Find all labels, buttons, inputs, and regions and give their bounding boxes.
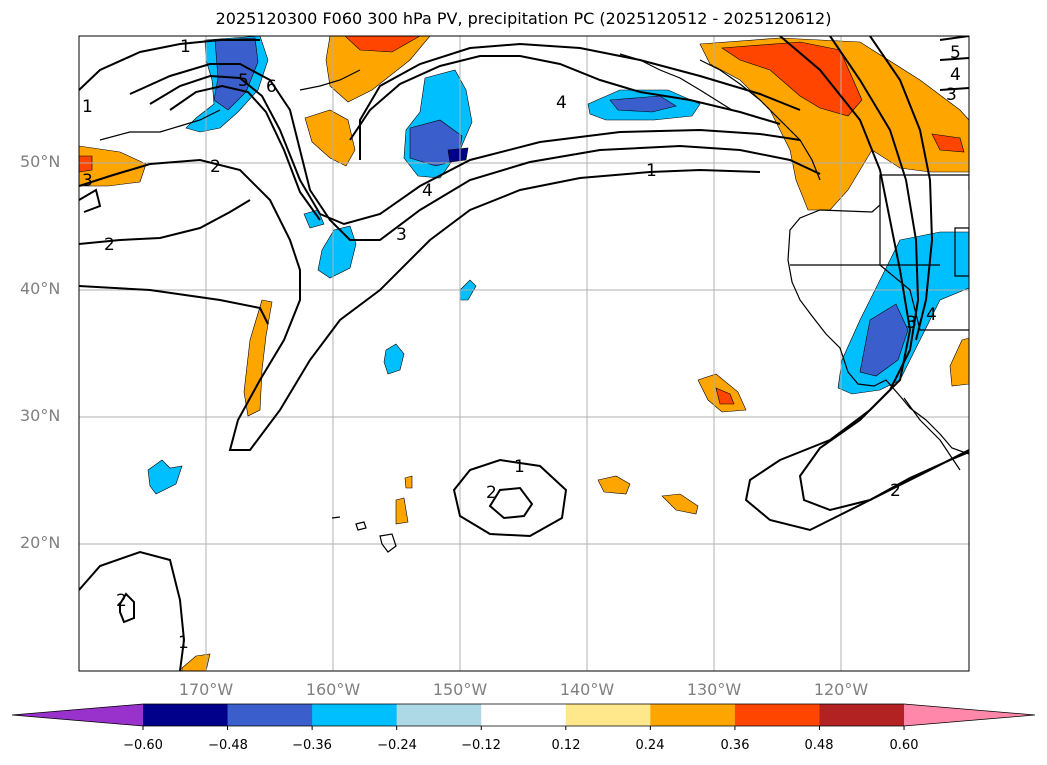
- precip-blob-left-red: [79, 155, 93, 173]
- contour-label: 4: [422, 181, 433, 201]
- lat-label-30n: 30°N: [20, 406, 61, 425]
- colorbar-tick-label: 0.48: [804, 738, 834, 753]
- pv-contour-1-wide: [79, 285, 269, 325]
- colorbar-tick-label: 0.12: [551, 738, 581, 753]
- plot-frame: [78, 35, 970, 672]
- colorbar-segment: [734, 704, 820, 726]
- plot-area: 1 5 6 1 2 3 4 3 2 4 1 5 4 3 1 2 3 4 2 2 …: [79, 36, 969, 671]
- precip-blob-orange-s2: [661, 493, 699, 515]
- colorbar-segment: [819, 704, 905, 726]
- pv-contour-4: [149, 74, 801, 226]
- pv-contour-ne-6: [939, 87, 969, 91]
- pv-contour-5: [169, 84, 321, 221]
- colorbar-tick-label: 0.60: [889, 738, 919, 753]
- contour-label: 1: [178, 633, 189, 653]
- precip-blob-se-mid: [859, 303, 909, 377]
- precip-blob-orange-167: [243, 299, 273, 417]
- colorbar-segment: [481, 704, 567, 726]
- colorbar-tick-label: −0.24: [377, 738, 417, 753]
- colorbar-tick-label: 0.24: [635, 738, 665, 753]
- pv-contour-2-south: [79, 199, 251, 245]
- contour-label: 2: [486, 483, 497, 503]
- pv-contour-2-west: [79, 158, 761, 451]
- colorbar-tick-label: −0.60: [123, 738, 163, 753]
- lat-label-50n: 50°N: [20, 152, 61, 171]
- lon-label-140w: 140°W: [559, 680, 615, 699]
- contour-label: 2: [104, 235, 115, 255]
- contour-label: 3: [946, 85, 957, 105]
- precip-blob-blue-small3: [147, 459, 183, 495]
- colorbar-segment: [650, 704, 736, 726]
- precip-blob-orange-s3: [395, 497, 409, 525]
- lon-label-170w: 170°W: [178, 680, 234, 699]
- precip-blob-ne-red2: [931, 133, 965, 153]
- lon-label-160w: 160°W: [305, 680, 361, 699]
- pv-contour-sw-1: [79, 550, 186, 671]
- precip-blob-left-orange: [79, 145, 147, 187]
- colorbar-extend-right: [904, 704, 1035, 726]
- pv-contour-low-1: [452, 458, 568, 538]
- pv-contour-ne-4: [939, 36, 969, 41]
- contour-label: 3: [396, 225, 407, 245]
- pv-contour-upper: [349, 55, 781, 141]
- lat-label-40n: 40°N: [20, 279, 61, 298]
- contour-label: 1: [82, 97, 93, 117]
- contour-label: 1: [646, 161, 657, 181]
- pv-contour-labels: 1 5 6 1 2 3 4 3 2 4 1 5 4 3 1 2 3 4 2 2 …: [82, 37, 961, 653]
- colorbar-segment: [312, 704, 398, 726]
- pv-contour-low-2: [488, 486, 534, 520]
- colorbar-tick-label: −0.36: [292, 738, 332, 753]
- precip-blob-blue-small1: [383, 343, 405, 375]
- precip-blob-red-130: [715, 387, 735, 405]
- pv-contour-ne-3: [869, 36, 934, 341]
- contour-label: 4: [556, 93, 567, 113]
- contour-label: 4: [950, 65, 961, 85]
- precip-blob-blue-137-mid: [609, 95, 677, 113]
- precip-blob-blue-152-core: [447, 147, 469, 163]
- precip-blob-orange-s1: [597, 475, 631, 495]
- precip-blob-top-orange: [325, 36, 431, 103]
- precip-blob-right-orange: [949, 337, 969, 387]
- colorbar-segment: [143, 704, 229, 726]
- colorbar-tick-label: 0.36: [720, 738, 750, 753]
- pv-contour-3: [129, 63, 821, 241]
- precip-blob-blue-160: [317, 225, 357, 279]
- pv-contour-left-small: [79, 188, 102, 213]
- precip-blob-nw-mid: [213, 37, 259, 111]
- pv-contour-ne-5: [939, 57, 969, 61]
- contour-label: 2: [210, 157, 221, 177]
- colorbar-tick-label: −0.12: [461, 738, 501, 753]
- colorbar-segment: [396, 704, 482, 726]
- colorbar-segment: [227, 704, 313, 726]
- contour-label: 5: [238, 71, 249, 91]
- pv-contours: [79, 36, 969, 671]
- colorbar-extend-left: [12, 704, 143, 726]
- contour-label: 1: [514, 457, 525, 477]
- contour-label: 2: [890, 481, 901, 501]
- colorbar: [11, 703, 1036, 730]
- precip-blob-top-red: [344, 36, 421, 53]
- pv-contour-upper2: [359, 42, 801, 160]
- contour-label: 2: [116, 591, 127, 611]
- contour-label: 3: [82, 171, 93, 191]
- pv-contour-1-north: [79, 39, 260, 91]
- contour-label: 5: [950, 43, 961, 63]
- contour-label: 1: [180, 37, 191, 57]
- contour-label: 3: [906, 313, 917, 333]
- colorbar-tick-label: −0.48: [208, 738, 248, 753]
- lon-label-150w: 150°W: [432, 680, 488, 699]
- lon-label-120w: 120°W: [813, 680, 869, 699]
- map-title: 2025120300 F060 300 hPa PV, precipitatio…: [215, 9, 832, 28]
- precip-blob-orange-s4: [404, 475, 413, 489]
- lon-label-130w: 130°W: [686, 680, 742, 699]
- pv-contour-ne-2: [798, 36, 969, 512]
- contour-label: 6: [266, 77, 277, 97]
- precip-blob-ne-red: [721, 41, 863, 117]
- contour-label: 4: [926, 305, 937, 325]
- pv-contour-sw-2: [119, 592, 135, 624]
- colorbar-segment: [565, 704, 651, 726]
- lat-label-20n: 20°N: [20, 533, 61, 552]
